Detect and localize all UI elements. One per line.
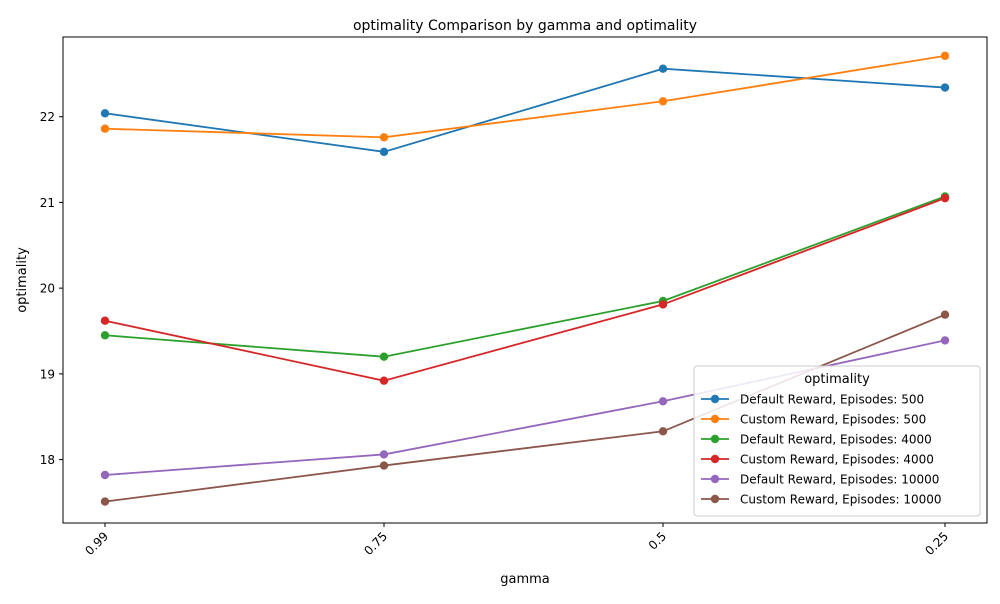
series-line: [104, 67, 946, 153]
y-tick-label: 18: [40, 453, 55, 467]
legend-marker: [710, 414, 720, 424]
legend-marker: [710, 454, 720, 464]
y-tick-label: 19: [40, 367, 55, 381]
data-point: [379, 450, 389, 459]
data-point: [940, 51, 950, 61]
series-group: [100, 64, 950, 157]
y-axis-ticks: 18 19 20 21 22: [40, 110, 63, 467]
data-point: [379, 376, 389, 385]
series-group: [100, 192, 950, 361]
data-point: [940, 336, 950, 345]
series-line: [104, 197, 946, 382]
y-tick-label: 21: [40, 196, 55, 210]
data-point: [940, 310, 950, 319]
x-tick-label: 0.99: [82, 529, 111, 558]
data-point: [940, 193, 950, 203]
data-point: [100, 497, 110, 506]
data-point: [379, 147, 389, 157]
series-group: [100, 51, 950, 142]
x-axis-label: gamma: [500, 572, 550, 587]
data-point: [100, 316, 110, 325]
data-point: [379, 133, 389, 142]
legend-marker: [710, 494, 720, 504]
legend-label: Custom Reward, Episodes: 10000: [740, 493, 942, 507]
legend-items: Default Reward, Episodes: 500 Custom Rewa…: [701, 393, 942, 507]
data-point: [379, 461, 389, 470]
data-point: [100, 470, 110, 480]
data-point: [658, 97, 668, 106]
series-line: [104, 54, 946, 139]
legend-label: Default Reward, Episodes: 4000: [740, 433, 932, 447]
legend-label: Custom Reward, Episodes: 500: [740, 413, 926, 427]
data-point: [940, 83, 950, 92]
legend-title: optimality: [804, 372, 870, 387]
legend-marker: [710, 394, 720, 404]
axes-frame: [62, 36, 988, 524]
legend-box: [693, 365, 981, 517]
x-tick-label: 0.75: [361, 529, 390, 558]
legend-marker: [710, 474, 720, 484]
data-point: [379, 352, 389, 361]
data-point: [658, 64, 668, 73]
y-axis-label: optimality: [15, 247, 30, 313]
series-line: [104, 195, 946, 358]
x-tick-label: 0.25: [922, 529, 951, 558]
data-point: [100, 331, 110, 340]
y-tick-label: 22: [40, 110, 55, 124]
y-tick-label: 20: [40, 282, 55, 296]
legend-label: Custom Reward, Episodes: 4000: [740, 453, 934, 467]
data-point: [658, 427, 668, 436]
data-point: [658, 397, 668, 406]
legend: optimality Default Reward, Episodes: 500…: [693, 365, 981, 517]
legend-marker: [710, 434, 720, 444]
legend-label: Default Reward, Episodes: 500: [740, 393, 924, 407]
data-point: [658, 300, 668, 309]
x-axis-ticks: 0.99 0.75 0.5 0.25: [82, 523, 951, 558]
chart-title: optimality Comparison by gamma and optim…: [353, 18, 697, 34]
data-point: [100, 124, 110, 133]
data-point: [100, 109, 110, 118]
legend-label: Default Reward, Episodes: 10000: [740, 473, 939, 487]
series-group: [100, 193, 950, 385]
x-tick-label: 0.5: [646, 529, 669, 552]
